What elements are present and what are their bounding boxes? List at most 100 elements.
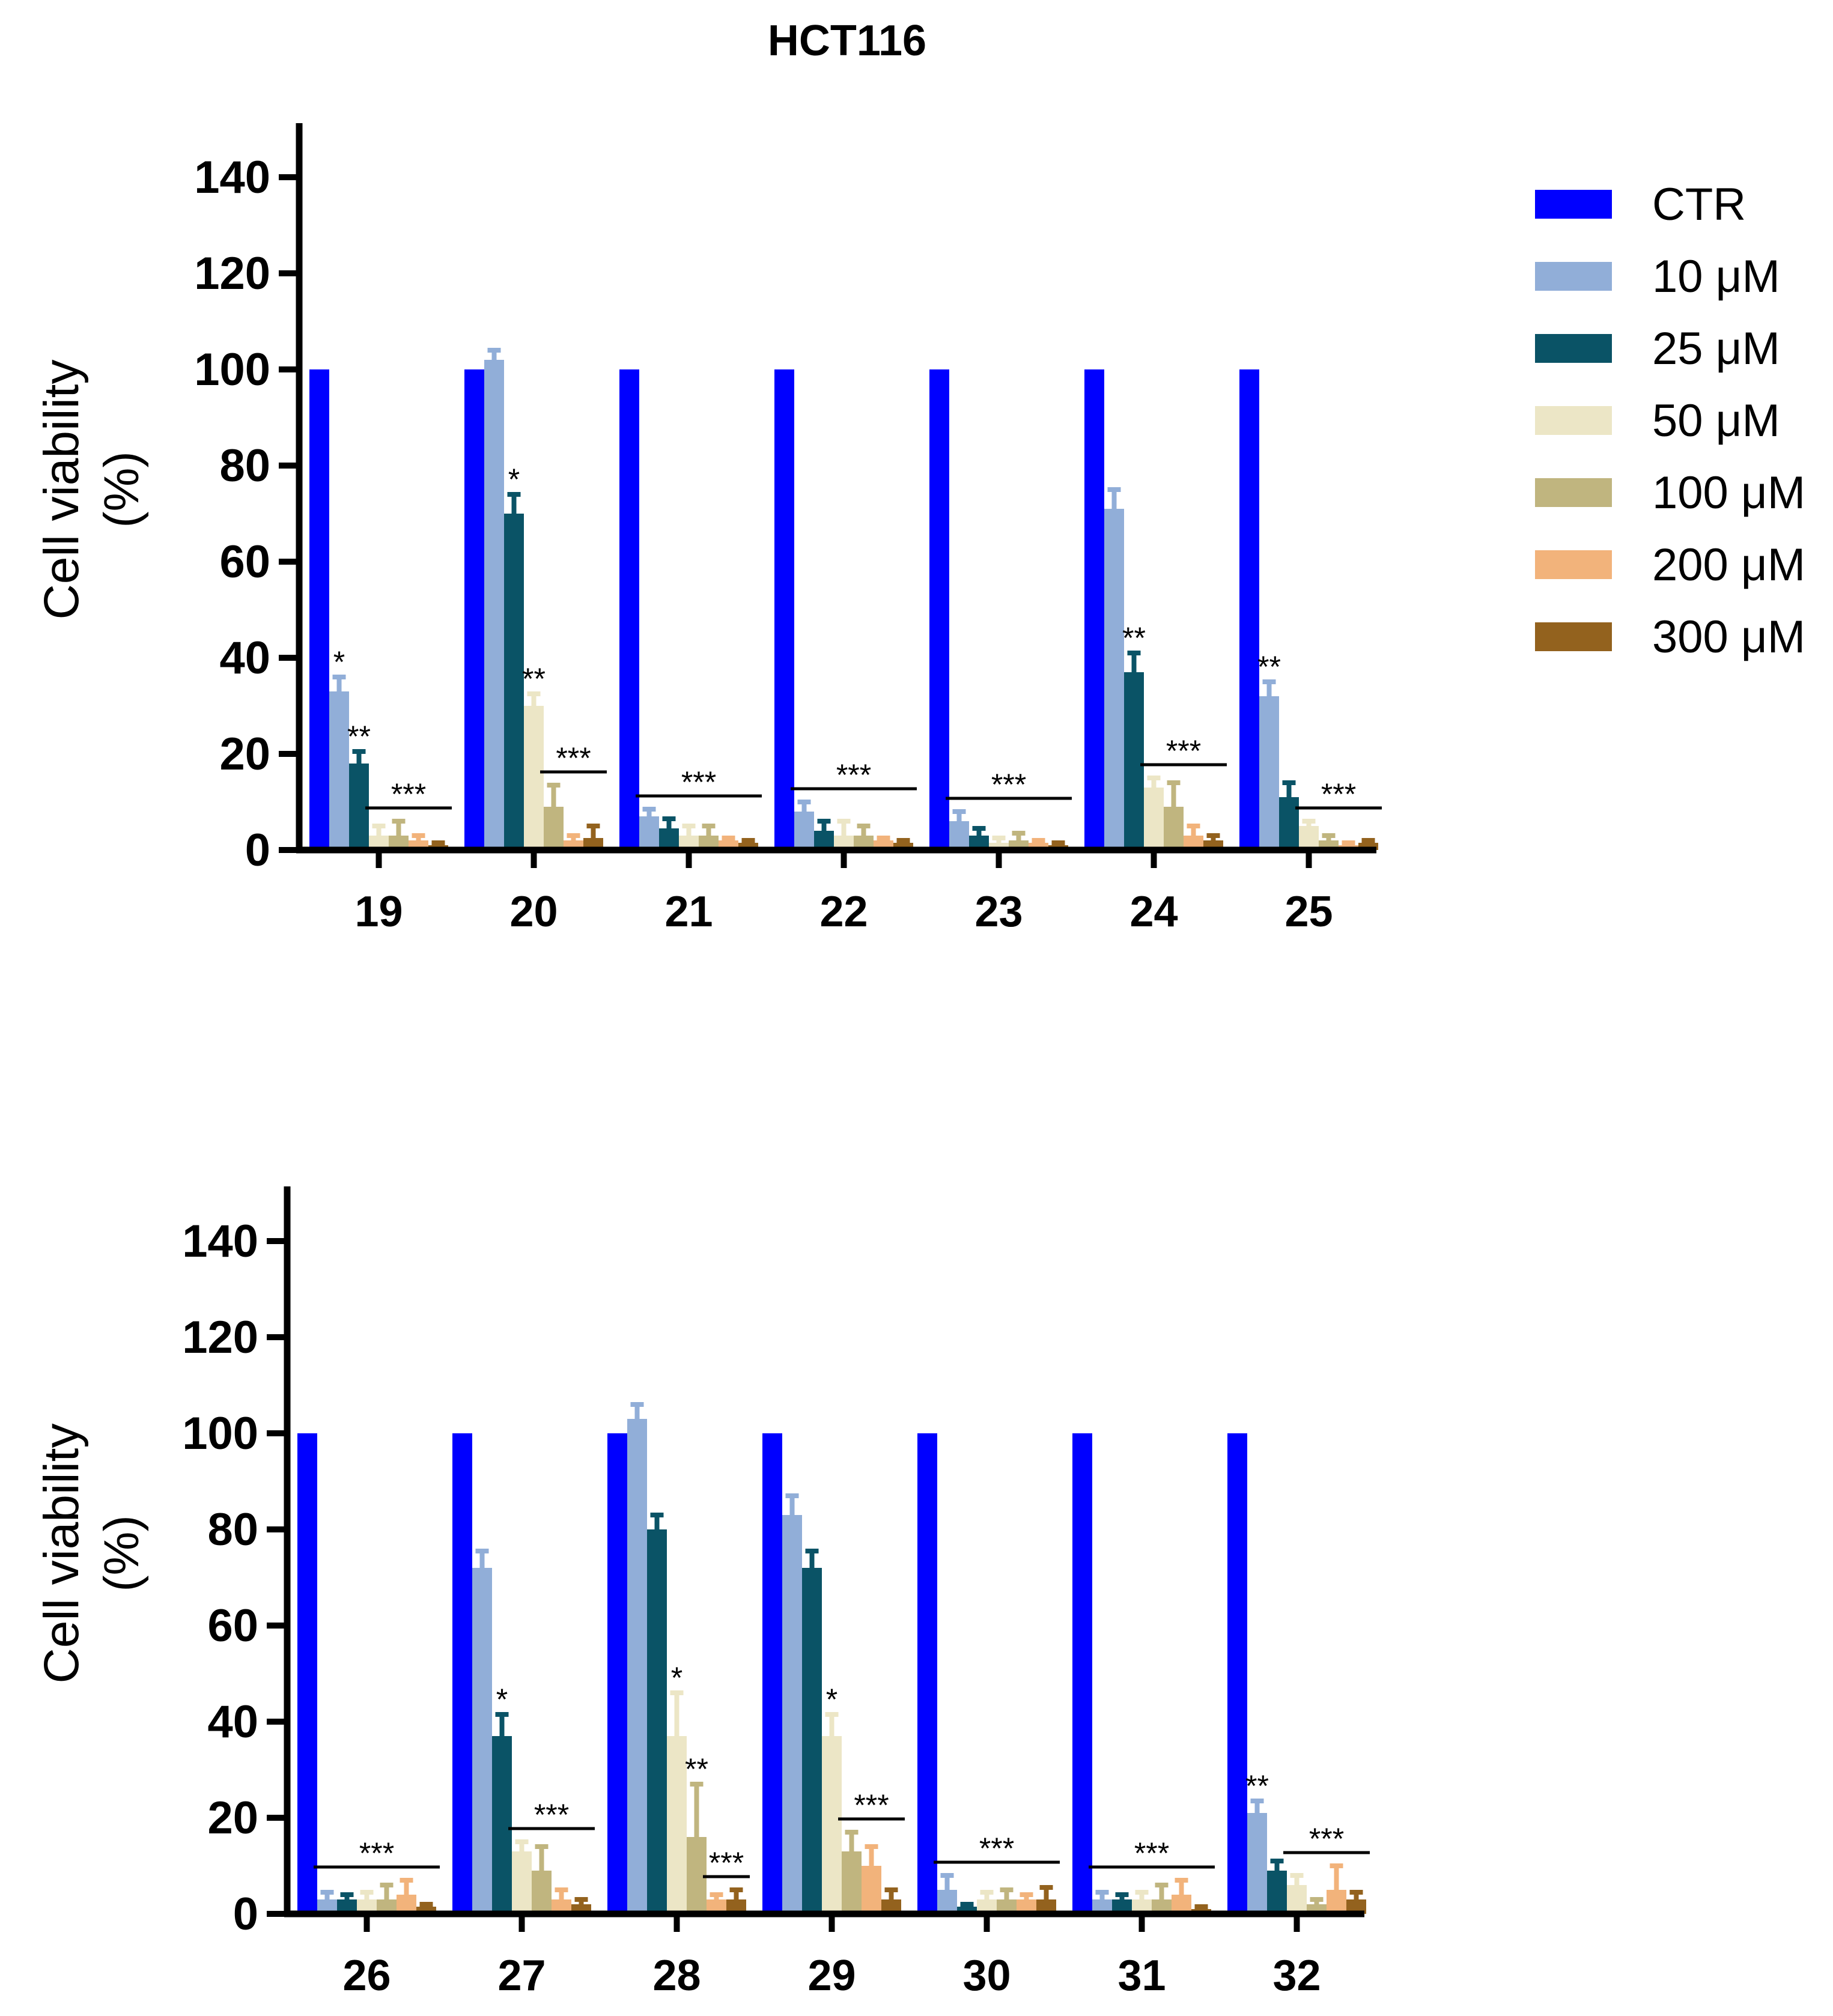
bar-25-1 xyxy=(1259,696,1279,850)
bar-27-3 xyxy=(512,1851,532,1914)
bar-29-5 xyxy=(862,1866,881,1914)
legend-swatch xyxy=(1535,262,1612,291)
y-tick-label: 100 xyxy=(182,1408,258,1459)
y-axis-label-line: (%) xyxy=(94,451,149,528)
chart-panel-1: 0 20 40 60 80 100 120 140 Cell viability (%) 19 20 2… xyxy=(34,123,1382,936)
significance-label: *** xyxy=(391,777,426,811)
bar-21-1 xyxy=(639,816,659,850)
legend-swatch xyxy=(1535,190,1612,219)
significance-label: ** xyxy=(1245,1769,1269,1803)
x-tick-label: 26 xyxy=(342,1952,391,2000)
bar-20-3 xyxy=(524,706,544,850)
bar-27-0 xyxy=(452,1433,472,1914)
significance-label: * xyxy=(826,1683,837,1716)
bar-20-1 xyxy=(484,360,504,850)
bar-29-1 xyxy=(782,1515,802,1914)
x-tick-label: 27 xyxy=(497,1952,546,2000)
bar-20-0 xyxy=(464,369,484,850)
x-tick-label: 22 xyxy=(819,888,868,936)
significance-label: ** xyxy=(522,662,546,696)
figure-title: HCT116 xyxy=(768,17,926,65)
bar-21-0 xyxy=(619,369,639,850)
significance-label: ** xyxy=(1122,621,1146,655)
bar-24-1 xyxy=(1104,509,1124,850)
significance-label: ** xyxy=(1257,650,1281,684)
bar-32-5 xyxy=(1327,1890,1346,1914)
bar-29-0 xyxy=(762,1433,782,1914)
y-tick-label: 120 xyxy=(182,1312,258,1363)
x-tick-label: 24 xyxy=(1129,888,1178,936)
y-tick-label: 40 xyxy=(219,633,270,684)
significance-label: *** xyxy=(1309,1822,1344,1856)
bar-32-2 xyxy=(1267,1871,1287,1914)
x-tick-label: 19 xyxy=(354,888,403,936)
legend-label: 10 μM xyxy=(1652,251,1780,302)
significance-label: *** xyxy=(991,768,1026,801)
legend-label: CTR xyxy=(1652,179,1746,230)
x-tick-label: 29 xyxy=(807,1952,856,2000)
y-tick-label: 80 xyxy=(207,1504,258,1555)
x-tick-label: 25 xyxy=(1284,888,1333,936)
y-tick-label: 140 xyxy=(194,152,270,203)
legend-label: 100 μM xyxy=(1652,467,1805,518)
bar-22-0 xyxy=(774,369,794,850)
bar-31-0 xyxy=(1072,1433,1092,1914)
bar-27-1 xyxy=(472,1568,492,1914)
significance-label: * xyxy=(333,645,345,679)
bar-28-2 xyxy=(647,1529,667,1914)
bar-28-3 xyxy=(667,1736,687,1914)
bar-29-2 xyxy=(802,1568,822,1914)
legend-swatch xyxy=(1535,334,1612,363)
y-tick-label: 100 xyxy=(194,344,270,395)
bar-30-1 xyxy=(937,1890,957,1914)
bar-30-0 xyxy=(917,1433,937,1914)
bar-21-2 xyxy=(659,828,679,850)
legend-label: 300 μM xyxy=(1652,612,1805,663)
bar-32-3 xyxy=(1287,1885,1307,1914)
bar-22-1 xyxy=(794,812,814,850)
y-tick-label: 60 xyxy=(219,536,270,587)
bar-23-1 xyxy=(949,821,969,850)
significance-label: * xyxy=(671,1661,682,1695)
y-tick-label: 0 xyxy=(245,825,270,876)
bar-28-0 xyxy=(607,1433,627,1914)
legend-label: 200 μM xyxy=(1652,539,1805,591)
legend-swatch xyxy=(1535,478,1612,507)
y-tick-label: 20 xyxy=(207,1793,258,1844)
bar-19-0 xyxy=(309,369,329,850)
y-tick-label: 20 xyxy=(219,729,270,780)
legend-label: 25 μM xyxy=(1652,323,1780,374)
bar-27-4 xyxy=(532,1871,552,1914)
y-axis-label-line: (%) xyxy=(94,1515,149,1592)
y-axis-label-line: Cell viability xyxy=(34,1424,89,1684)
significance-label: *** xyxy=(709,1846,744,1880)
significance-label: * xyxy=(496,1683,508,1716)
bar-32-1 xyxy=(1247,1813,1267,1914)
bar-28-1 xyxy=(627,1419,647,1914)
bar-24-4 xyxy=(1164,807,1184,850)
bar-23-0 xyxy=(929,369,949,850)
bar-29-3 xyxy=(822,1736,842,1914)
significance-label: *** xyxy=(836,758,871,792)
bar-25-0 xyxy=(1239,369,1259,850)
legend-swatch xyxy=(1535,550,1612,579)
bar-25-3 xyxy=(1299,826,1319,850)
bar-24-3 xyxy=(1144,788,1164,850)
x-tick-label: 31 xyxy=(1117,1952,1166,2000)
y-tick-label: 0 xyxy=(233,1889,258,1940)
bar-20-2 xyxy=(504,514,524,850)
bar-32-0 xyxy=(1227,1433,1247,1914)
significance-label: *** xyxy=(534,1798,569,1832)
significance-label: *** xyxy=(979,1832,1014,1865)
significance-label: *** xyxy=(359,1836,394,1870)
significance-label: *** xyxy=(681,765,716,799)
significance-label: *** xyxy=(1134,1836,1169,1870)
y-tick-label: 120 xyxy=(194,248,270,299)
chart-panel-2: 0 20 40 60 80 100 120 140 Cell viability (%) 26 27 2… xyxy=(34,1186,1370,2000)
x-tick-label: 28 xyxy=(652,1952,701,2000)
significance-label: *** xyxy=(1321,777,1356,811)
y-tick-label: 60 xyxy=(207,1600,258,1651)
legend-swatch xyxy=(1535,622,1612,651)
bar-25-2 xyxy=(1279,797,1299,850)
